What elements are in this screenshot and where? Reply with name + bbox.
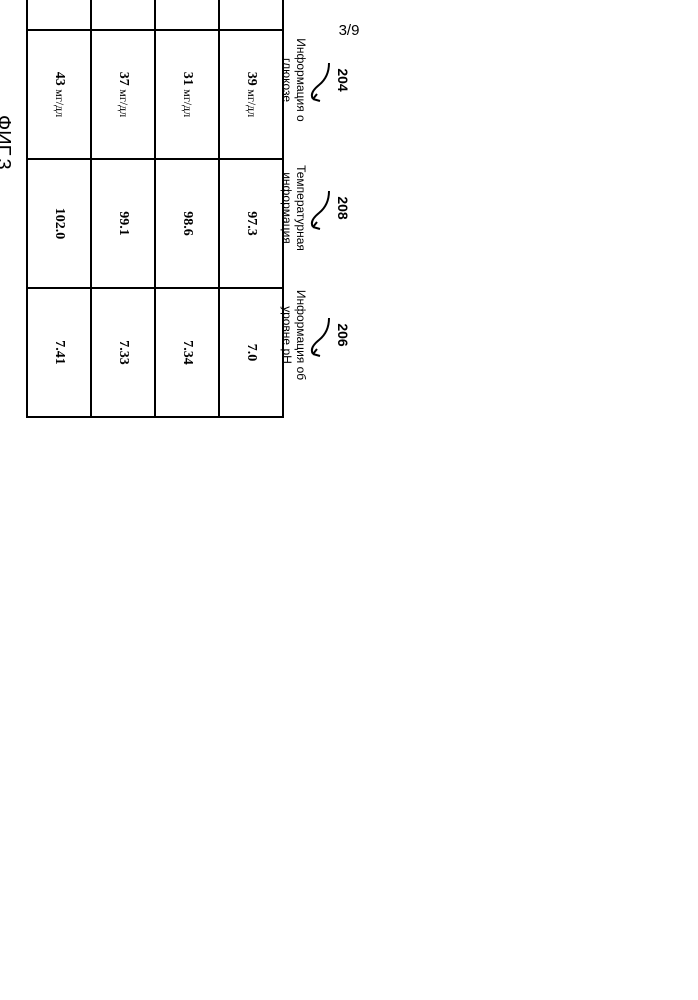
temperature-cell: 102.0 <box>27 159 91 288</box>
temperature-cell: 97.3 <box>219 159 283 288</box>
table-row: 183 мг/дл37 мг/дл99.17.33 <box>91 0 155 417</box>
cell-value: 43 <box>52 72 67 86</box>
glucose-cell: 39 мг/дл <box>219 30 283 159</box>
column-label-text: Температурная <box>293 148 307 268</box>
cell-value: 99.1 <box>116 211 131 236</box>
table-row: 171 мг/дл43 мг/дл102.07.41 <box>27 0 91 417</box>
temperature-cell: 98.6 <box>155 159 219 288</box>
glucose-cell: 31 мг/дл <box>155 30 219 159</box>
glucose-cell: 43 мг/дл <box>27 30 91 159</box>
cell-value: 7.33 <box>116 340 131 365</box>
data-table: 173 мг/дл39 мг/дл97.37.0178 мг/дл31 мг/д… <box>26 0 284 418</box>
arrow-icon <box>309 183 333 233</box>
cholesterol-cell: 178 мг/дл <box>155 0 219 30</box>
glucose-cell: 37 мг/дл <box>91 30 155 159</box>
cholesterol-cell: 171 мг/дл <box>27 0 91 30</box>
reference-number: 204 <box>335 20 351 140</box>
reference-number: 208 <box>335 148 351 268</box>
unit-label: мг/дл <box>245 89 259 117</box>
arrow-icon <box>309 55 333 105</box>
figure-caption: ФИГ.3 <box>0 115 14 170</box>
temperature-cell: 99.1 <box>91 159 155 288</box>
ph-cell: 7.41 <box>27 288 91 417</box>
cell-value: 7.34 <box>180 340 195 365</box>
column-label: 206Информация обуровне pH <box>279 275 351 395</box>
unit-label: мг/дл <box>117 89 131 117</box>
reference-number: 202 <box>335 0 351 10</box>
cell-value: 37 <box>116 72 131 86</box>
cell-value: 98.6 <box>180 211 195 236</box>
column-label: 208Температурнаяинформация <box>279 148 351 268</box>
cell-value: 31 <box>180 72 195 86</box>
cell-value: 7.0 <box>244 344 259 362</box>
ph-cell: 7.0 <box>219 288 283 417</box>
cell-value: 97.3 <box>244 211 259 236</box>
column-label: 202Информация охолестерине <box>279 0 351 10</box>
diagram-stage: 300 202Информация охолестерине204Информа… <box>9 0 349 500</box>
table-row: 173 мг/дл39 мг/дл97.37.0 <box>219 0 283 417</box>
reference-number: 206 <box>335 275 351 395</box>
arrow-icon <box>309 310 333 360</box>
cell-value: 102.0 <box>52 208 67 240</box>
unit-label: мг/дл <box>181 89 195 117</box>
unit-label: мг/дл <box>53 89 67 117</box>
cell-value: 7.41 <box>52 340 67 365</box>
ph-cell: 7.33 <box>91 288 155 417</box>
cholesterol-cell: 183 мг/дл <box>91 0 155 30</box>
ph-cell: 7.34 <box>155 288 219 417</box>
cholesterol-cell: 173 мг/дл <box>219 0 283 30</box>
column-label-text: Информация о <box>293 0 307 10</box>
column-label: 204Информация о глюкозе <box>279 20 351 140</box>
cell-value: 39 <box>244 72 259 86</box>
table-row: 178 мг/дл31 мг/дл98.67.34 <box>155 0 219 417</box>
column-label-text: Информация об <box>293 275 307 395</box>
